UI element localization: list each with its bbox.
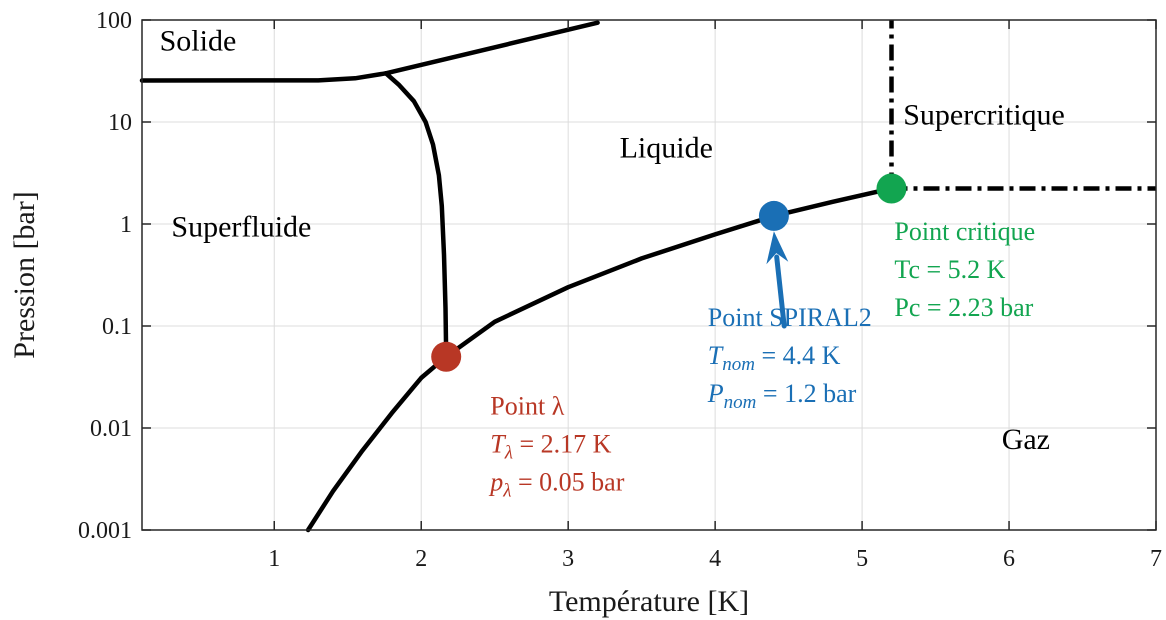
phase-boundary-curve (383, 20, 600, 76)
x-tick-label: 7 (1150, 546, 1162, 572)
region-label-solide: Solide (160, 25, 237, 58)
x-tick-label: 2 (415, 546, 427, 572)
annotation-line: Tc = 5.2 K (894, 255, 1005, 284)
plot-frame (141, 19, 1157, 531)
phase-boundary-curve (139, 71, 389, 83)
region-label-gaz: Gaz (1002, 423, 1050, 456)
x-axis-title: Température [K] (549, 585, 749, 618)
annotation-line: Tnom = 4.4 K (708, 341, 841, 375)
y-tick-label: 0.001 (78, 518, 132, 544)
axis-ticks: 1 2 3 4 5 6 7 0.001 0.01 0.1 1 10 100 (78, 8, 1162, 572)
region-label-liquide: Liquide (620, 131, 713, 164)
annotation-line: pλ = 0.05 bar (488, 468, 624, 502)
y-tick-label: 0.01 (90, 416, 132, 442)
y-axis-title: Pression [bar] (8, 191, 41, 358)
y-tick-label: 100 (96, 8, 132, 34)
phase-points (431, 173, 907, 372)
annotation-line: Pc = 2.23 bar (894, 293, 1033, 322)
y-tick-label: 1 (120, 212, 132, 238)
annotation-line: Point critique (894, 217, 1035, 246)
annotation-line: Point SPIRAL2 (708, 303, 872, 332)
region-label-superfluide: Superfluide (171, 211, 311, 244)
lambda-point-marker (431, 341, 462, 372)
y-tick-label: 0.1 (102, 314, 132, 340)
x-tick-label: 3 (562, 546, 574, 572)
critical-point-marker (876, 173, 907, 204)
x-tick-label: 6 (1003, 546, 1015, 572)
x-tick-label: 5 (856, 546, 868, 572)
spiral2-arrow-head (766, 231, 789, 265)
chart-labels: Solide Superfluide Liquide Supercritique Gaz… (160, 25, 1065, 502)
x-tick-label: 1 (268, 546, 280, 572)
phase-boundary-curve (383, 71, 449, 359)
y-tick-label: 10 (108, 110, 132, 136)
annotation-line: Point λ (490, 392, 564, 421)
region-label-supercritique: Supercritique (903, 98, 1065, 131)
annotation-line: Pnom = 1.2 bar (707, 379, 857, 413)
spiral2-arrow-shaft (774, 254, 787, 329)
annotation-line: Tλ = 2.17 K (490, 430, 611, 464)
spiral2-point-marker (758, 200, 789, 231)
x-tick-label: 4 (709, 546, 721, 572)
